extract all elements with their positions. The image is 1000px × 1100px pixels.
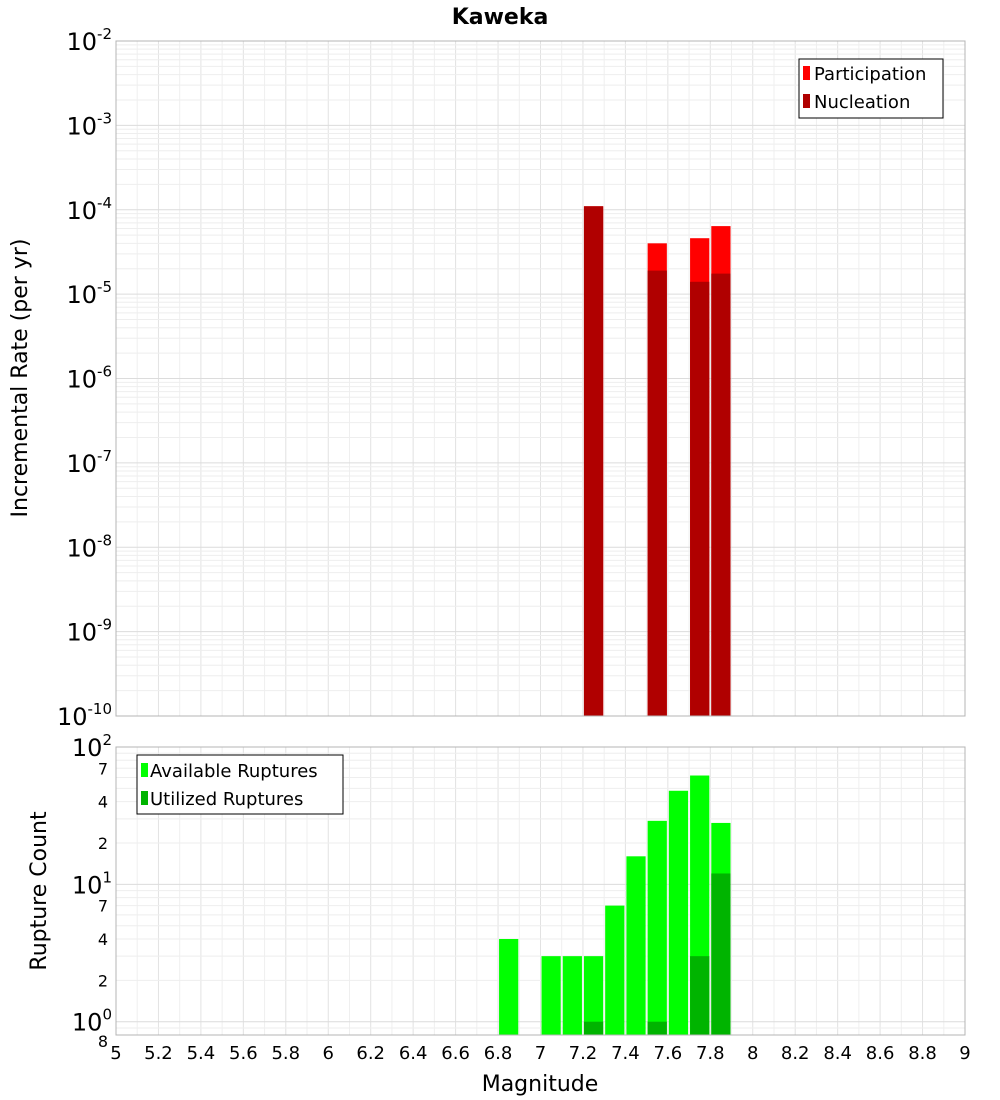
magnitude-x-tick-label: 7.6	[654, 1043, 683, 1064]
rate-y-tick-label: 10-2	[66, 25, 112, 56]
magnitude-x-tick-label: 5.4	[187, 1043, 216, 1064]
magnitude-x-tick-label: 6.2	[356, 1043, 385, 1064]
rupture-count-y-minor-tick-label: 2	[98, 834, 108, 853]
rupture-count-y-tick-label: 100	[72, 1006, 112, 1037]
magnitude-x-tick-label: 9	[959, 1043, 970, 1064]
available-ruptures-legend-label: Available Ruptures	[150, 761, 318, 782]
rupture-count-s2-bar	[583, 1021, 604, 1035]
rate-s2-bar	[583, 206, 604, 716]
magnitude-x-tick-label: 8.4	[823, 1043, 852, 1064]
rate-legend-box	[798, 58, 944, 119]
utilized-ruptures-legend-swatch	[141, 791, 148, 805]
rupture-count-y-minor-tick-label: 2	[98, 971, 108, 990]
rate-plot-frame	[115, 40, 966, 717]
rate-plot-grid	[115, 40, 966, 717]
rupture-count-legend: Available Ruptures Utilized Ruptures	[136, 754, 344, 815]
rate-plot-panel: 10-10 10-9 10-8 10-7 10-6 10-5 10-4 10-3 10-2 In…	[8, 25, 966, 731]
available-ruptures-legend-swatch	[141, 763, 148, 777]
magnitude-x-tick-label: 6	[323, 1043, 334, 1064]
rupture-count-s1-bar	[541, 956, 561, 1035]
nucleation-legend-swatch	[803, 94, 810, 108]
rate-s2-bar	[647, 270, 667, 716]
rate-bars	[583, 206, 731, 717]
magnitude-x-tick-label: 6.6	[441, 1043, 470, 1064]
magnitude-x-tick-label: 8.2	[781, 1043, 810, 1064]
rupture-count-y-minor-tick-label: 4	[98, 930, 108, 949]
rupture-count-y-axis-label: Rupture Count	[27, 811, 52, 971]
rate-y-tick-label: 10-8	[66, 531, 112, 562]
magnitude-x-tick-label: 5	[110, 1043, 121, 1064]
magnitude-x-tick-label: 7.2	[569, 1043, 598, 1064]
rupture-count-y-tick-labels: 100 101 102 2 4 7 2 4 7 8	[72, 731, 112, 1051]
rate-y-tick-label: 10-4	[66, 194, 112, 225]
magnitude-x-tick-label: 8.8	[908, 1043, 937, 1064]
utilized-ruptures-legend-label: Utilized Ruptures	[150, 789, 303, 810]
rupture-count-s2-bar	[690, 956, 710, 1035]
chart-title: Kaweka	[452, 5, 549, 30]
rate-y-tick-label: 10-7	[66, 447, 112, 478]
rupture-count-panel: 100 101 102 2 4 7 2 4 7 8 Rupture Count Available…	[27, 731, 971, 1097]
rupture-count-y-tick-label: 8	[98, 1032, 108, 1051]
magnitude-x-tick-label: 8.6	[866, 1043, 895, 1064]
rupture-count-legend-box	[136, 754, 344, 815]
rupture-count-s1-bar	[499, 939, 519, 1035]
rate-legend: Participation Nucleation	[798, 58, 944, 119]
rupture-count-s1-bar	[583, 956, 604, 1035]
rate-y-tick-label: 10-9	[66, 616, 112, 647]
rupture-count-s1-bar	[562, 956, 582, 1035]
rate-y-tick-labels: 10-10 10-9 10-8 10-7 10-6 10-5 10-4 10-3 10-2	[57, 25, 112, 731]
magnitude-x-tick-label: 8	[747, 1043, 758, 1064]
rupture-count-bars	[499, 775, 731, 1035]
magnitude-x-tick-label: 7.4	[611, 1043, 640, 1064]
rupture-count-s1-bar	[647, 820, 667, 1035]
rupture-count-y-tick-label: 102	[72, 731, 112, 762]
magnitude-x-tick-label: 6.8	[484, 1043, 513, 1064]
magnitude-x-tick-label: 5.8	[271, 1043, 300, 1064]
magnitude-x-tick-labels: 5 5.2 5.4 5.6 5.8 6 6.2 6.4 6.6 6.8 7 7.2 7.4 7.6 7.8 8…	[110, 1043, 970, 1064]
participation-legend-label: Participation	[814, 64, 926, 85]
rate-y-tick-label: 10-6	[66, 363, 112, 394]
magnitude-x-axis-label: Magnitude	[482, 1072, 599, 1097]
magnitude-x-tick-label: 5.6	[229, 1043, 258, 1064]
rate-y-axis-label: Incremental Rate (per yr)	[8, 239, 33, 518]
magnitude-x-tick-label: 6.4	[399, 1043, 428, 1064]
rupture-count-y-minor-tick-label: 7	[98, 759, 108, 778]
rupture-count-s2-bar	[647, 1021, 667, 1035]
rupture-count-s2-bar	[711, 873, 731, 1035]
rate-s2-bar	[711, 273, 731, 716]
rate-s2-bar	[690, 281, 710, 716]
magnitude-x-tick-label: 7.8	[696, 1043, 725, 1064]
nucleation-legend-label: Nucleation	[814, 92, 910, 113]
rupture-count-s1-bar	[668, 790, 689, 1035]
magnitude-x-tick-label: 7	[535, 1043, 546, 1064]
magnitude-x-tick-label: 5.2	[144, 1043, 173, 1064]
rupture-count-y-minor-tick-label: 7	[98, 897, 108, 916]
rate-y-tick-label: 10-5	[66, 278, 112, 309]
rupture-count-s1-bar	[605, 905, 625, 1035]
rate-y-tick-label: 10-10	[57, 700, 112, 731]
rupture-count-y-tick-label: 101	[72, 868, 112, 899]
rate-y-tick-label: 10-3	[66, 109, 112, 140]
rupture-count-y-minor-tick-label: 4	[98, 793, 108, 812]
rupture-count-frame	[115, 746, 966, 1036]
rupture-count-s1-bar	[626, 856, 646, 1035]
participation-legend-swatch	[803, 66, 810, 80]
